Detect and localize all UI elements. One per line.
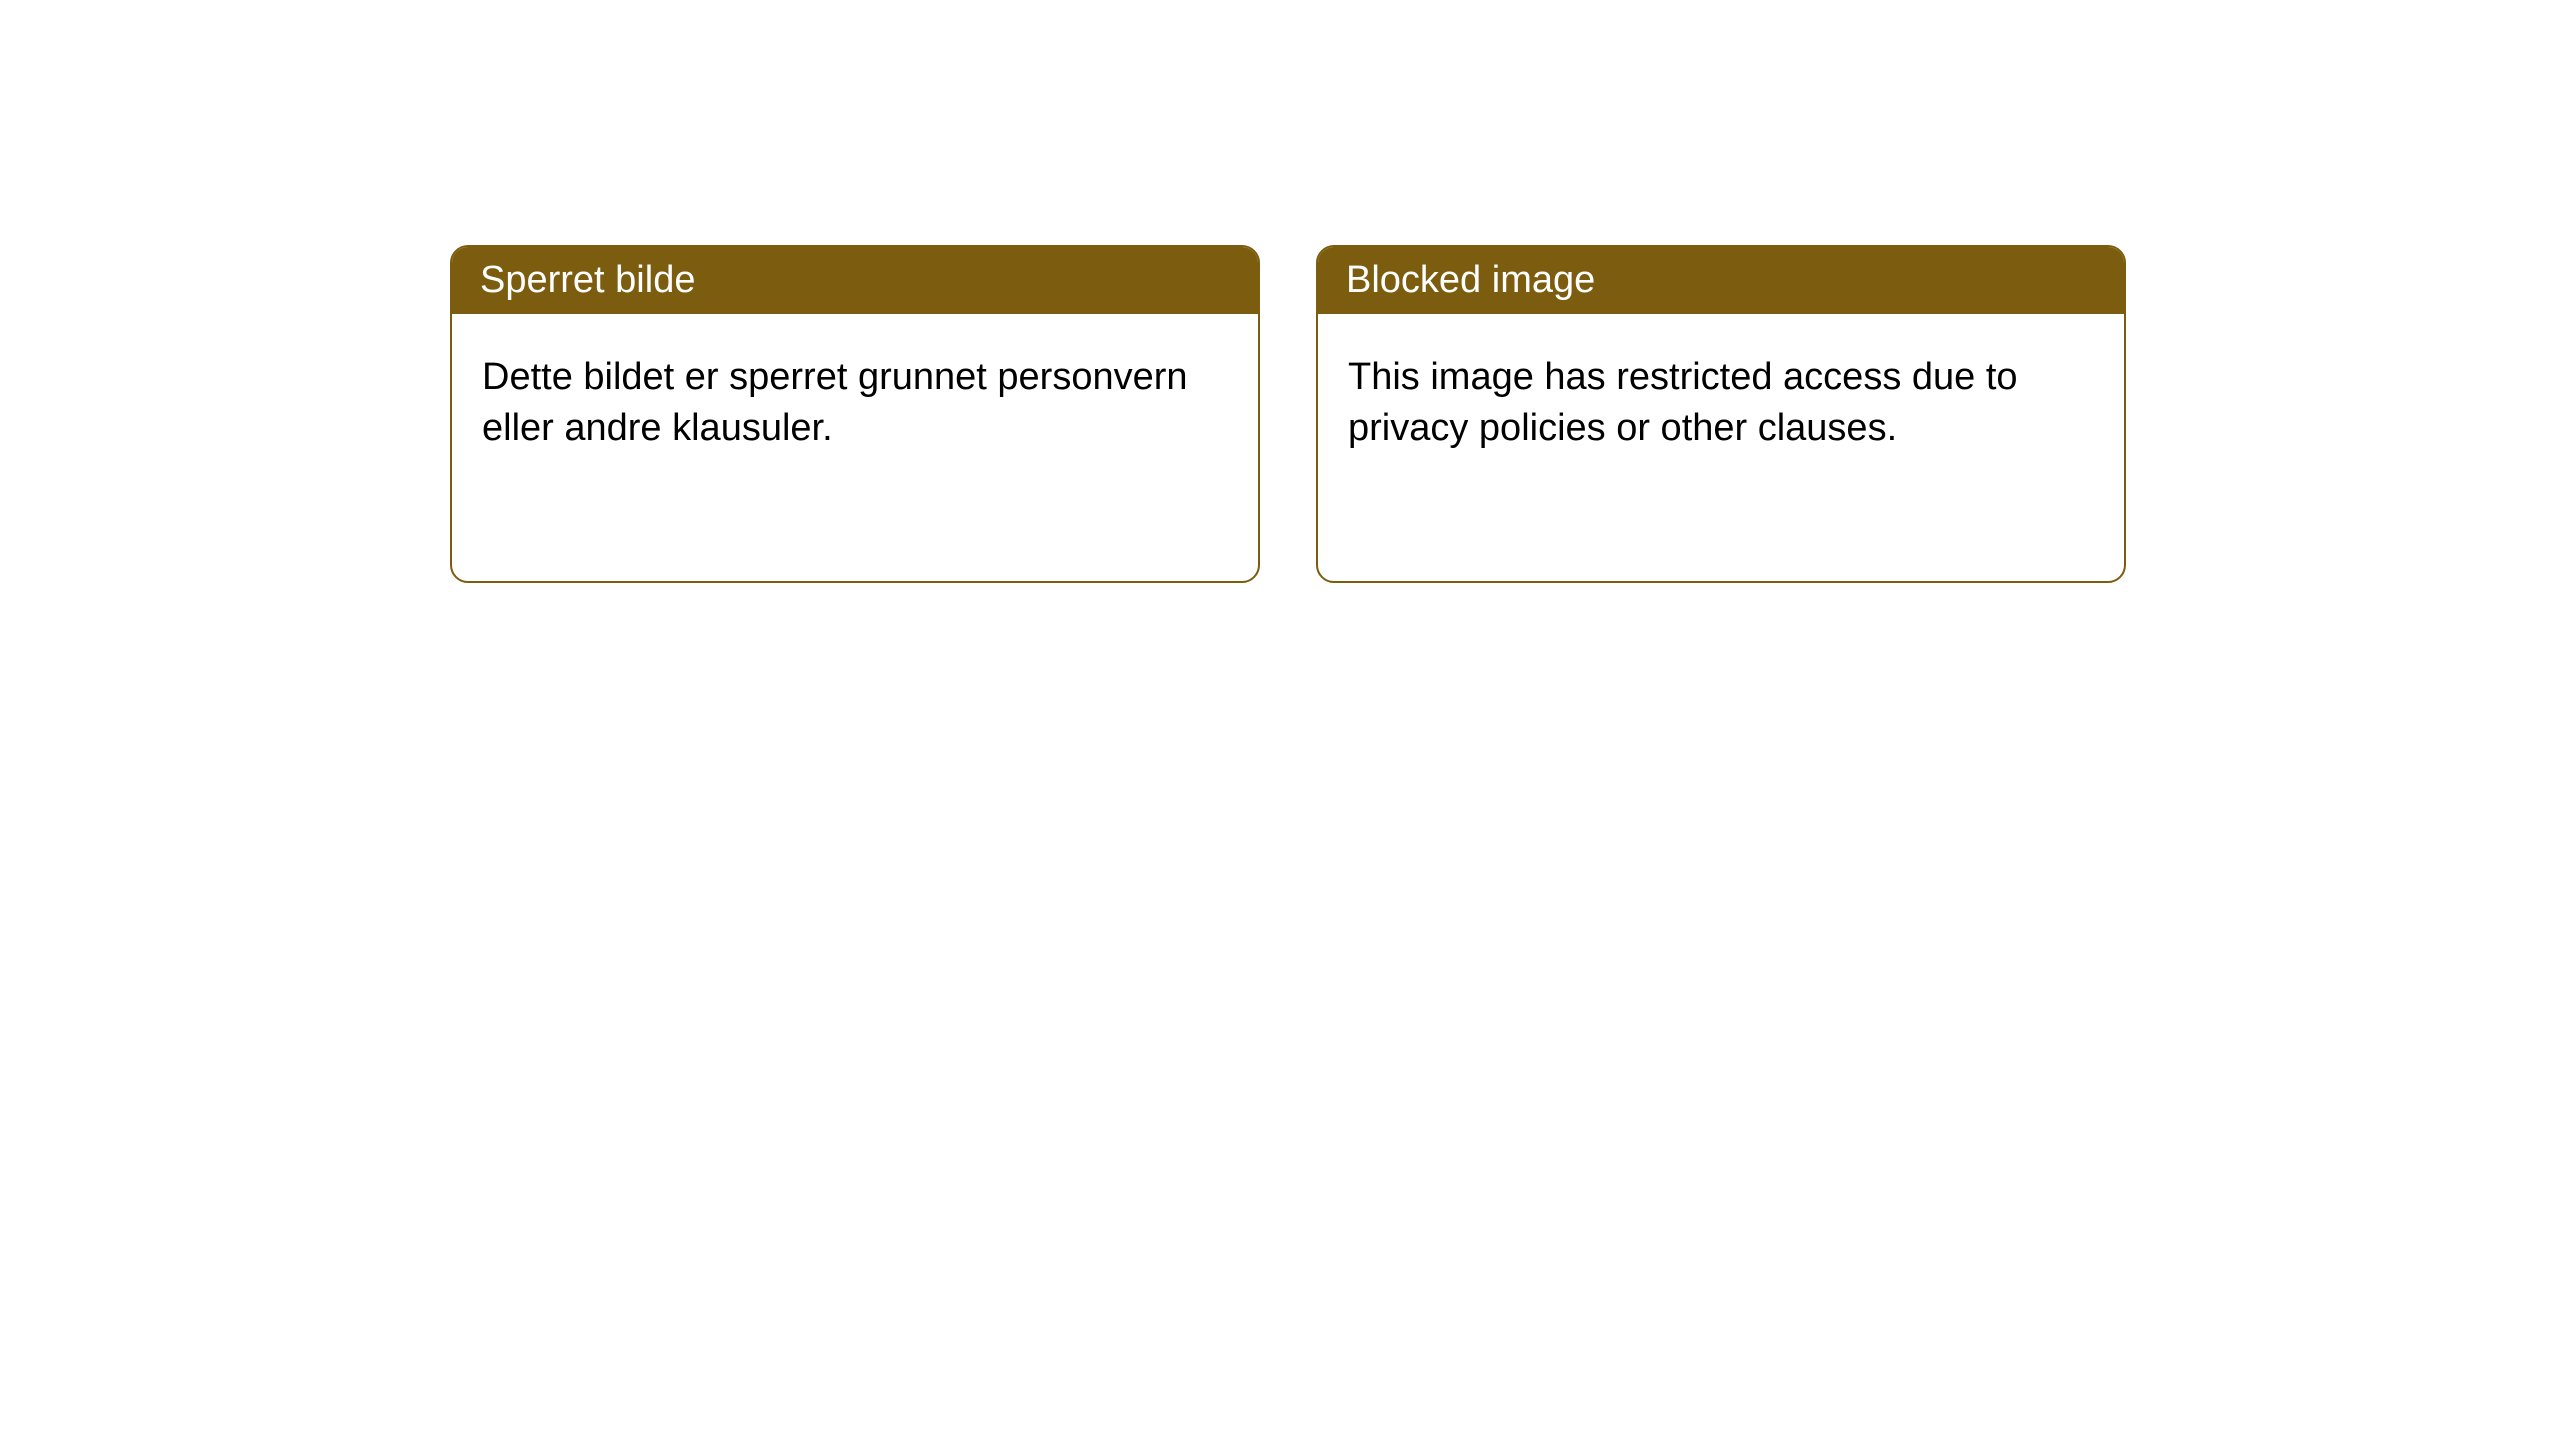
blocked-image-card-norwegian: Sperret bilde Dette bildet er sperret gr… (450, 245, 1260, 583)
card-body: Dette bildet er sperret grunnet personve… (452, 314, 1258, 493)
card-title: Blocked image (1318, 247, 2124, 314)
blocked-image-card-english: Blocked image This image has restricted … (1316, 245, 2126, 583)
card-body: This image has restricted access due to … (1318, 314, 2124, 493)
cards-container: Sperret bilde Dette bildet er sperret gr… (0, 0, 2560, 583)
card-title: Sperret bilde (452, 247, 1258, 314)
